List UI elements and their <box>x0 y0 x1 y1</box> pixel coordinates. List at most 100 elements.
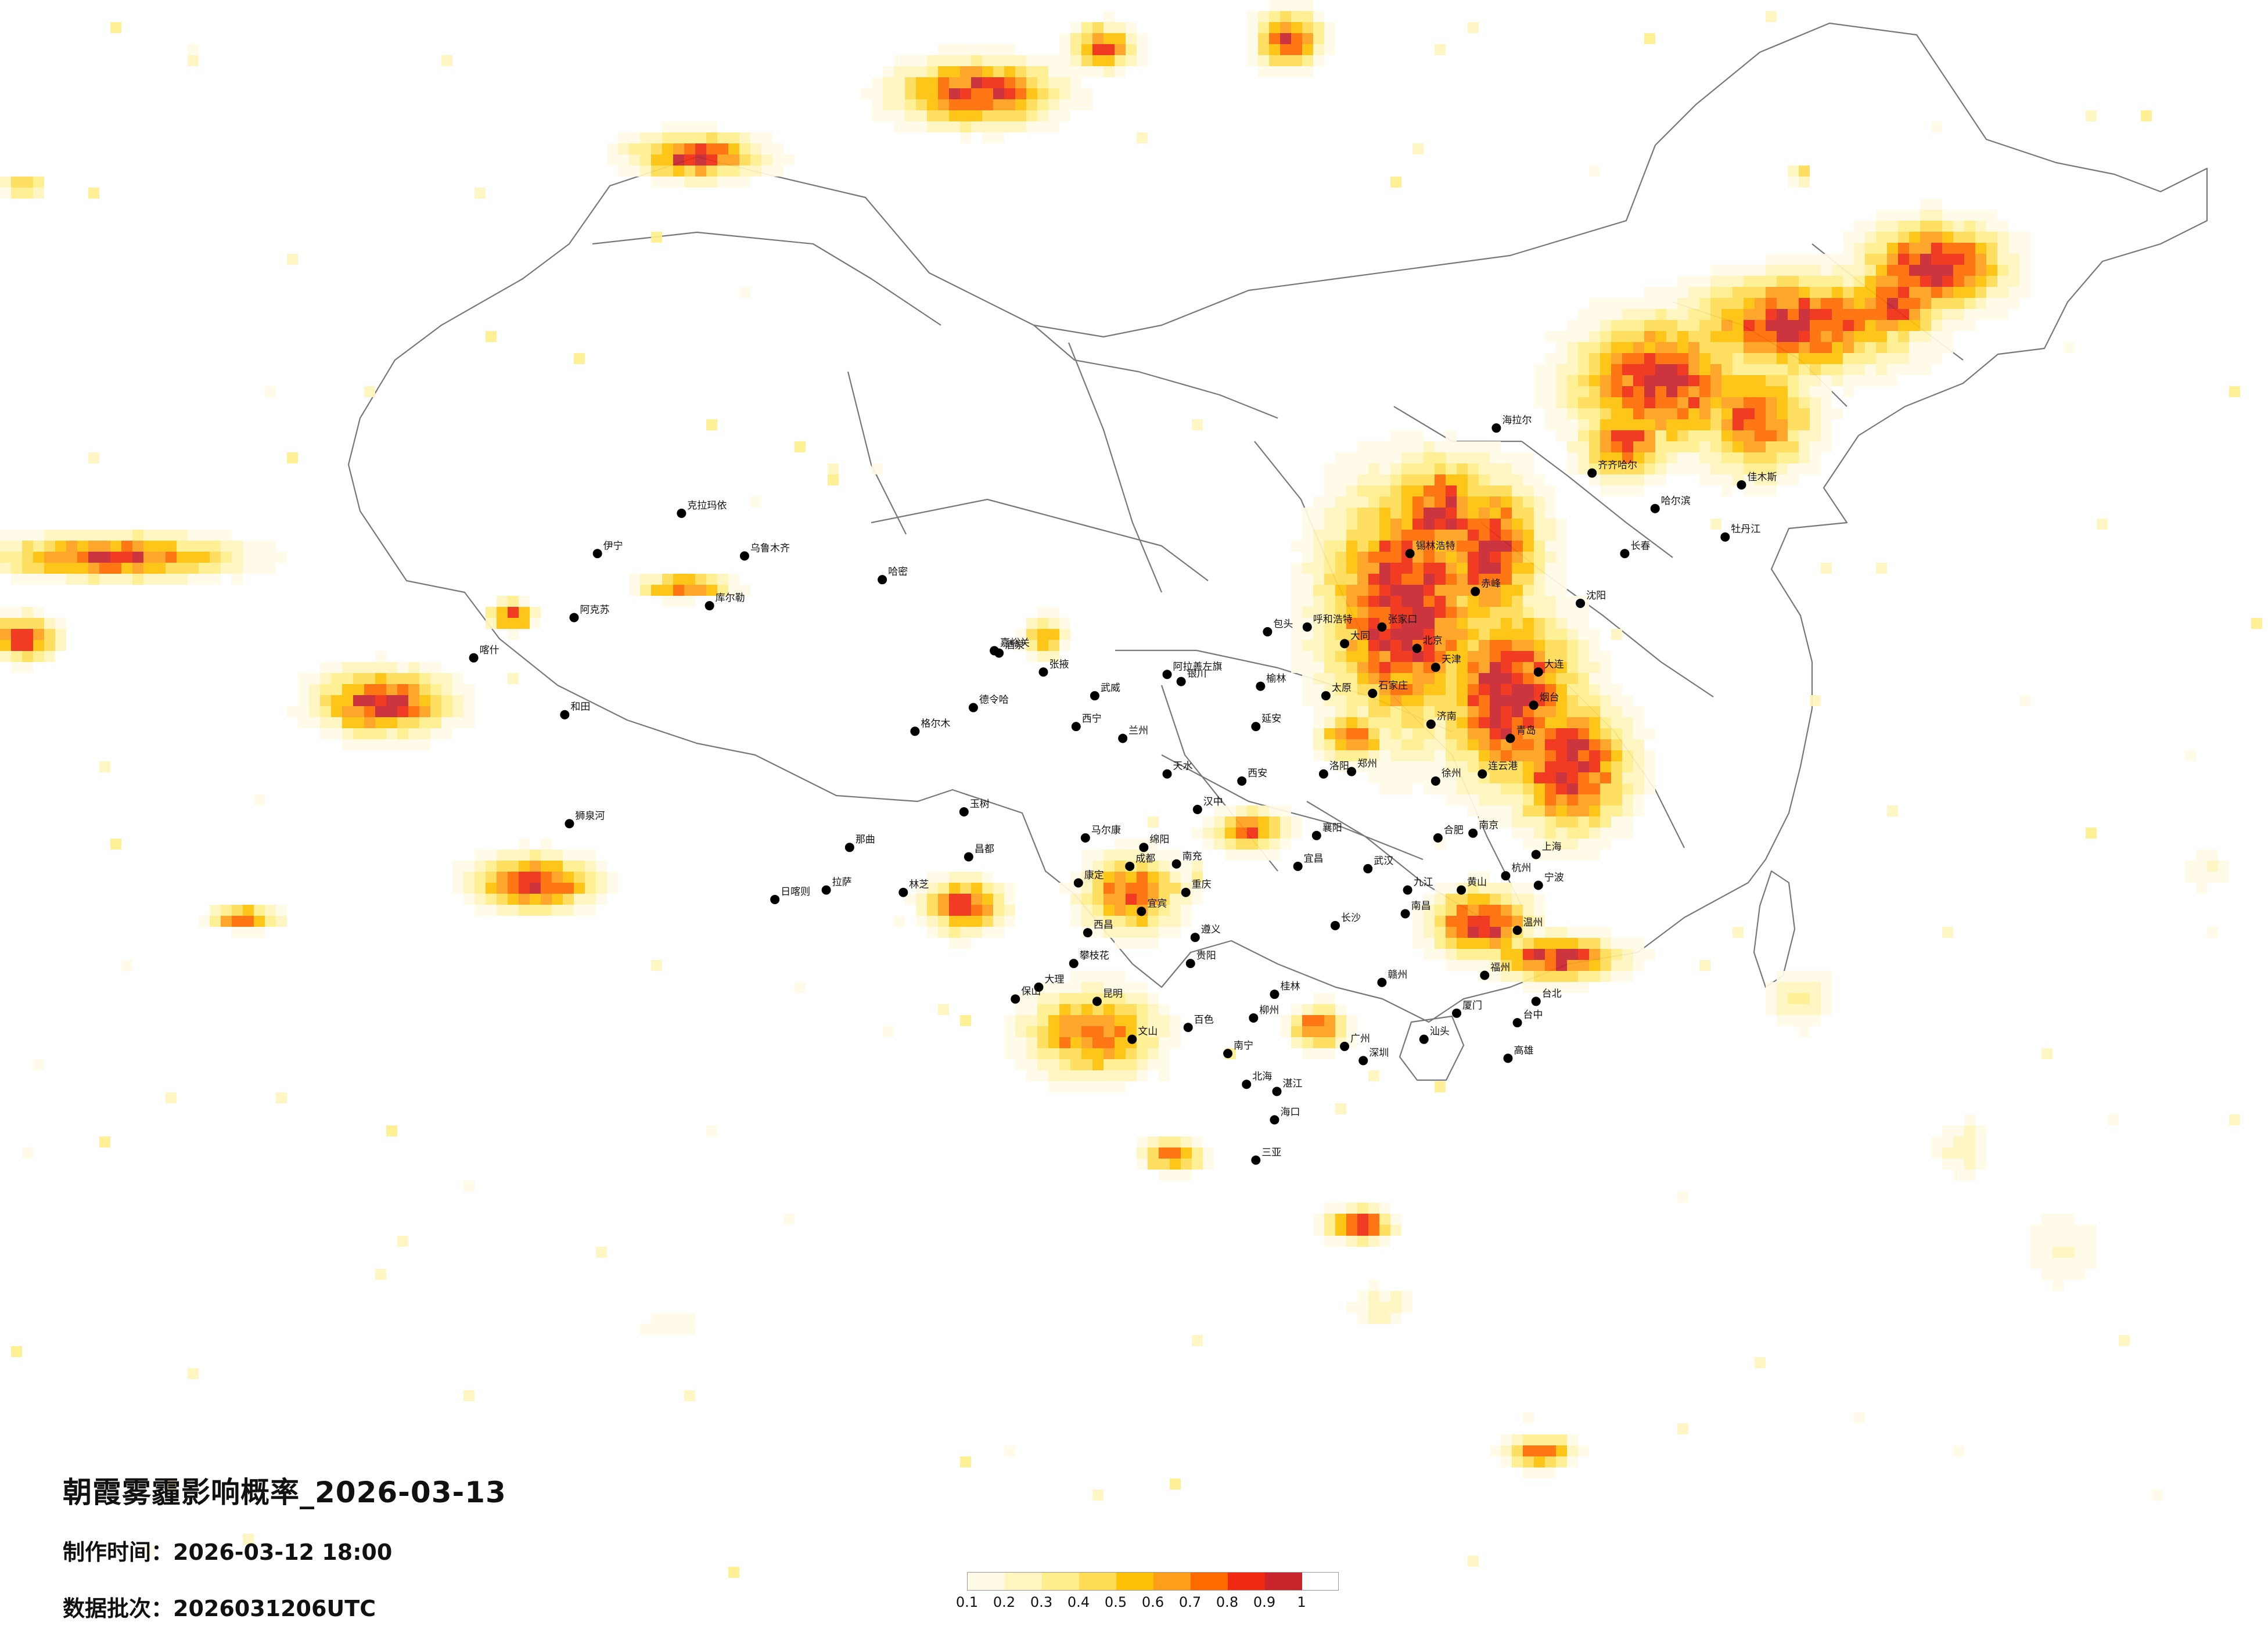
probability-cell <box>1534 474 1545 485</box>
probability-cell <box>1589 651 1600 662</box>
probability-cell <box>1368 574 1379 585</box>
probability-cell <box>519 596 530 607</box>
probability-cell <box>486 905 497 916</box>
probability-cell <box>1843 287 1854 298</box>
city-dot <box>1162 670 1172 679</box>
probability-cell <box>2086 1247 2097 1258</box>
probability-cell <box>44 552 55 563</box>
city-label: 深圳 <box>1369 1047 1389 1059</box>
probability-cell <box>1115 1070 1126 1081</box>
probability-cell <box>132 541 143 552</box>
probability-cell <box>486 850 497 861</box>
probability-cell <box>508 607 519 618</box>
probability-cell <box>1302 1026 1313 1037</box>
probability-cell <box>1070 55 1081 66</box>
probability-cell <box>1545 949 1556 960</box>
probability-cell <box>353 728 364 739</box>
probability-cell <box>1622 452 1633 463</box>
probability-cell <box>739 166 750 177</box>
probability-cell <box>1490 772 1501 783</box>
city-dot <box>1251 1155 1261 1165</box>
probability-cell <box>1401 618 1412 629</box>
probability-cell <box>1479 783 1490 794</box>
probability-cell <box>1567 805 1578 816</box>
probability-cell <box>1457 894 1468 905</box>
probability-cell <box>419 728 430 739</box>
probability-cell <box>1611 441 1622 452</box>
probability-cell <box>1909 364 1920 375</box>
city-dot <box>1430 776 1440 786</box>
probability-cell <box>1468 706 1479 717</box>
probability-cell <box>1335 563 1346 574</box>
probability-cell <box>1490 794 1501 805</box>
probability-cell <box>1137 1147 1148 1159</box>
probability-cell <box>1247 839 1258 850</box>
probability-cell <box>1843 386 1854 397</box>
probability-cell <box>1810 386 1821 397</box>
probability-cell <box>166 1478 177 1490</box>
probability-cell <box>1379 1313 1390 1324</box>
probability-cell <box>1633 805 1644 816</box>
probability-cell <box>596 861 607 872</box>
probability-cell <box>1677 309 1688 320</box>
probability-cell <box>1512 717 1523 728</box>
probability-cell <box>1368 552 1379 563</box>
probability-cell <box>1412 662 1424 673</box>
probability-cell <box>1346 530 1357 541</box>
probability-cell <box>1302 530 1313 541</box>
probability-cell <box>1291 541 1302 552</box>
probability-cell <box>1821 287 1832 298</box>
probability-cell <box>1291 0 1302 11</box>
probability-cell <box>1037 77 1048 88</box>
probability-cell <box>1435 452 1446 463</box>
probability-cell <box>1004 905 1015 916</box>
probability-cell <box>1633 331 1644 342</box>
probability-cell <box>1600 331 1611 342</box>
probability-cell <box>1390 530 1401 541</box>
probability-cell <box>1600 662 1611 673</box>
probability-cell <box>1302 33 1313 44</box>
probability-cell <box>1081 916 1092 927</box>
probability-cell <box>1302 508 1313 519</box>
probability-cell <box>1721 309 1733 320</box>
probability-cell <box>927 883 938 894</box>
probability-cell <box>1203 816 1214 828</box>
probability-cell <box>1666 452 1677 463</box>
probability-cell <box>430 684 441 695</box>
probability-cell <box>1821 430 1832 441</box>
probability-cell <box>1357 728 1368 739</box>
probability-cell <box>1269 839 1280 850</box>
probability-cell <box>1589 728 1600 739</box>
probability-cell <box>1059 1081 1070 1092</box>
probability-cell <box>1048 1070 1059 1081</box>
probability-cell <box>960 927 971 938</box>
probability-cell <box>1214 828 1225 839</box>
probability-cell <box>949 927 960 938</box>
probability-cell <box>1457 717 1468 728</box>
probability-cell <box>1799 331 1810 342</box>
probability-cell <box>1567 386 1578 397</box>
probability-cell <box>1137 850 1148 861</box>
probability-cell <box>1622 816 1633 828</box>
probability-cell <box>475 883 486 894</box>
city-dot <box>1127 1034 1137 1044</box>
probability-cell <box>1567 971 1578 982</box>
probability-cell <box>607 872 618 883</box>
probability-cell <box>982 916 993 927</box>
probability-cell <box>1291 651 1302 662</box>
probability-cell <box>1479 574 1490 585</box>
probability-cell <box>1556 739 1567 750</box>
city-label: 武威 <box>1101 682 1120 694</box>
probability-cell <box>1865 298 1876 309</box>
probability-cell <box>927 905 938 916</box>
probability-cell <box>1545 596 1556 607</box>
probability-cell <box>320 695 331 706</box>
probability-cell <box>1556 353 1567 364</box>
probability-cell <box>1092 916 1104 927</box>
probability-cell <box>1148 872 1159 883</box>
probability-cell <box>1479 717 1490 728</box>
probability-cell <box>1357 739 1368 750</box>
probability-cell <box>1810 375 1821 386</box>
probability-cell <box>1567 1445 1578 1456</box>
probability-cell <box>1446 441 1457 452</box>
